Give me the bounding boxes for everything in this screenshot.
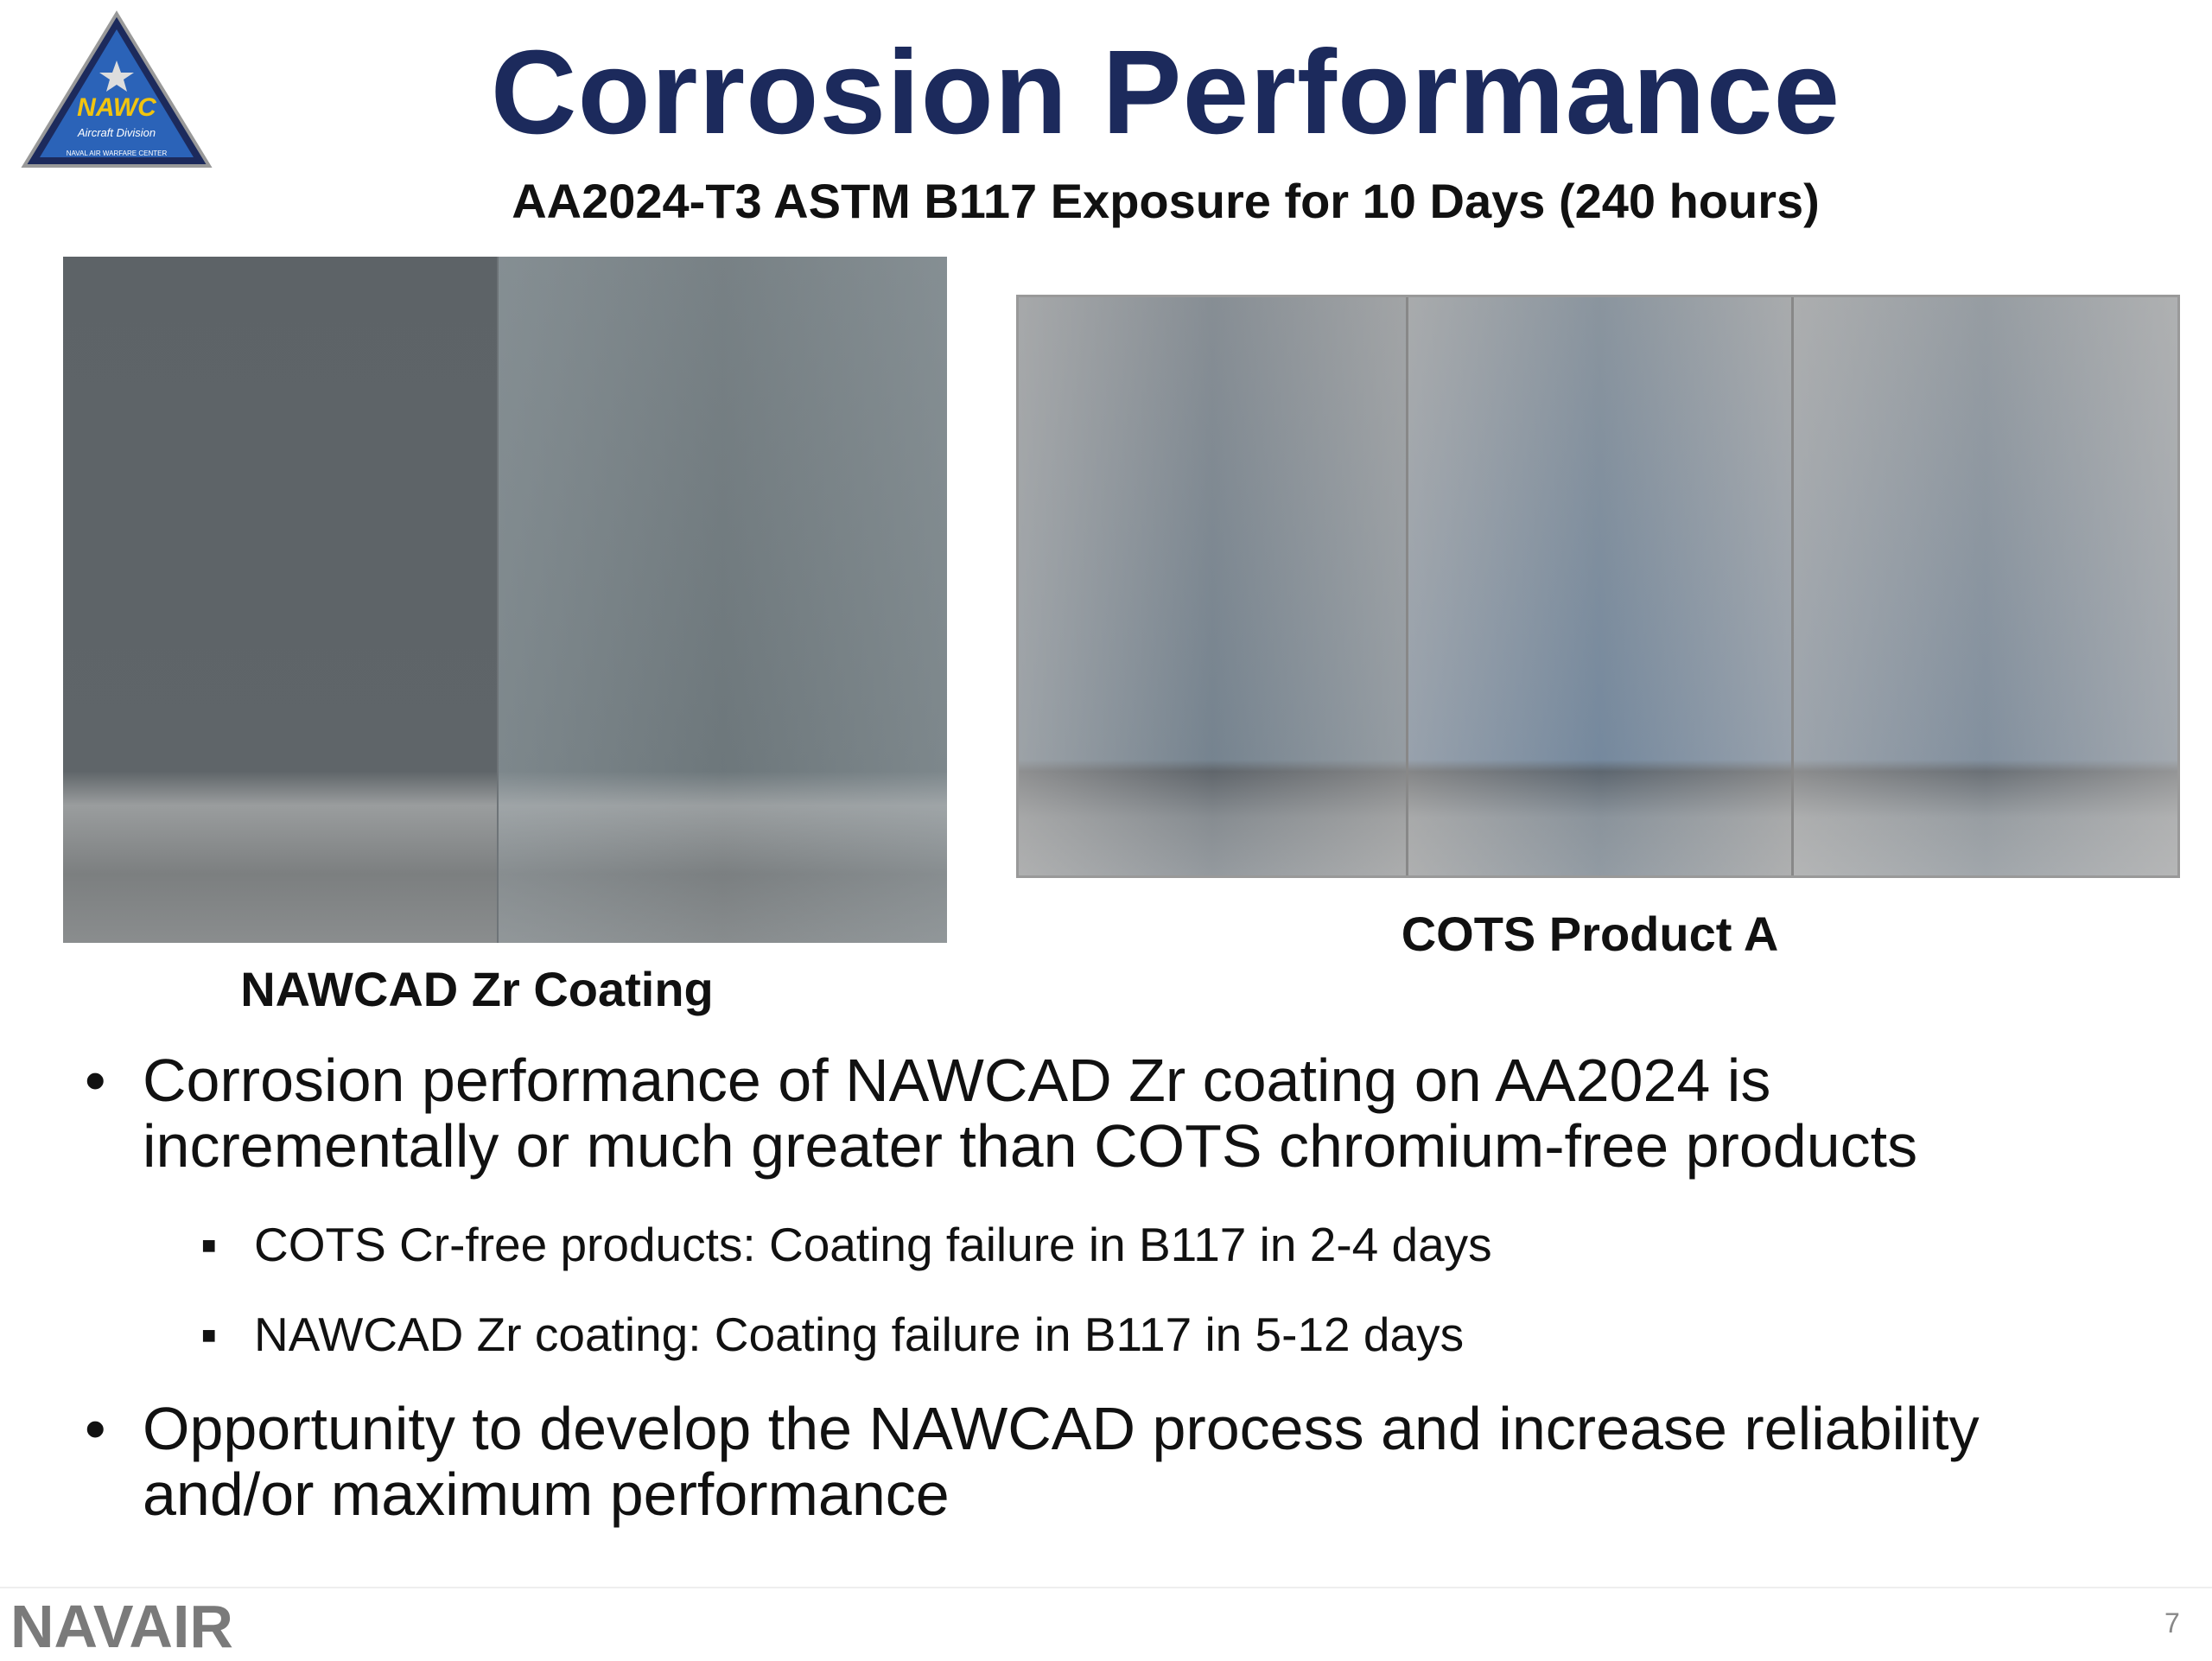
sub-bullet: NAWCAD Zr coating: Coating failure in B1…	[254, 1308, 1465, 1361]
bullet-marker: •	[85, 1047, 106, 1114]
panel	[63, 257, 497, 943]
logo-center: NAVAL AIR WARFARE CENTER	[67, 150, 168, 157]
title: Corrosion Performance	[490, 26, 1841, 159]
footer-rule	[0, 1587, 2212, 1588]
panel	[1019, 297, 1406, 875]
panel	[1408, 297, 1791, 875]
sub-bullet: COTS Cr-free products: Coating failure i…	[254, 1218, 1492, 1271]
bullet-marker: •	[85, 1395, 106, 1462]
subtitle: AA2024-T3 ASTM B117 Exposure for 10 Days…	[512, 174, 1820, 228]
photo-left	[63, 257, 947, 943]
page-number: 7	[2164, 1607, 2180, 1639]
logo-name: NAWC	[77, 93, 157, 122]
image-caption: NAWCAD Zr Coating	[240, 962, 714, 1016]
image-caption: COTS Product A	[1401, 907, 1779, 961]
panel	[1794, 297, 2177, 875]
photo-right	[1016, 295, 2180, 878]
bullet-marker: ▪	[200, 1308, 218, 1361]
bullet-marker: ▪	[200, 1218, 218, 1271]
footer-brand: NAVAIR	[10, 1593, 233, 1660]
bullet: Opportunity to develop the NAWCAD proces…	[143, 1395, 1980, 1528]
logo-division: Aircraft Division	[77, 126, 156, 139]
bullet: Corrosion performance of NAWCAD Zr coati…	[143, 1047, 1918, 1180]
logo: NAWC Aircraft Division NAVAL AIR WARFARE…	[21, 10, 213, 168]
panel	[499, 257, 947, 943]
